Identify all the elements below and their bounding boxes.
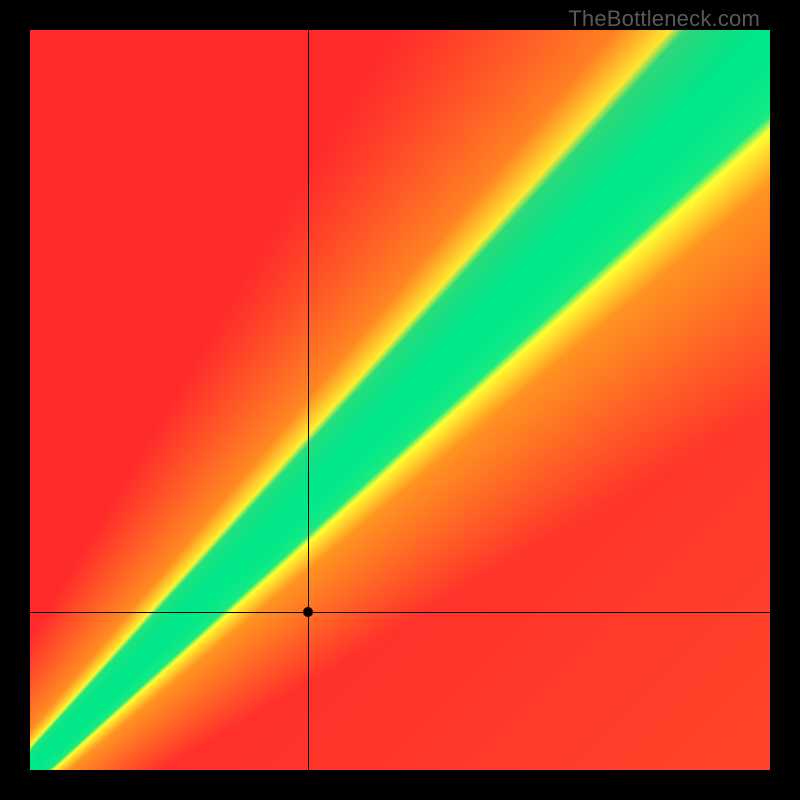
bottleneck-heatmap bbox=[30, 30, 770, 770]
crosshair-vertical bbox=[308, 30, 309, 770]
crosshair-horizontal bbox=[30, 612, 770, 613]
watermark-text: TheBottleneck.com bbox=[568, 6, 760, 32]
plot-frame bbox=[30, 30, 770, 770]
selection-marker bbox=[303, 607, 313, 617]
